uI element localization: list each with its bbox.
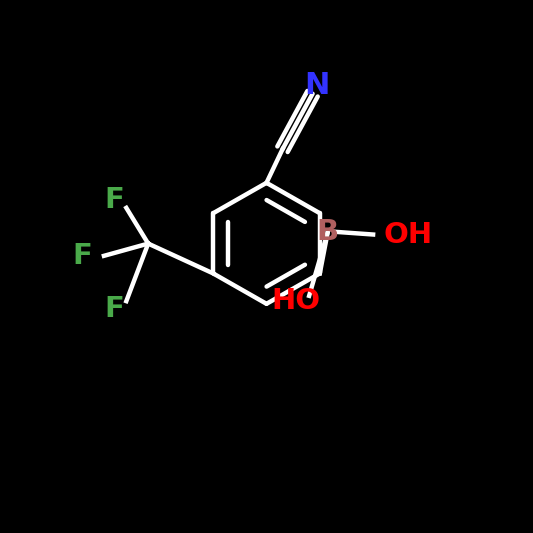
- Text: B: B: [317, 218, 339, 246]
- Text: OH: OH: [384, 221, 433, 248]
- Text: F: F: [72, 242, 93, 270]
- Text: F: F: [104, 295, 125, 323]
- Text: N: N: [304, 71, 330, 100]
- Text: F: F: [104, 186, 125, 214]
- Text: HO: HO: [271, 287, 320, 315]
